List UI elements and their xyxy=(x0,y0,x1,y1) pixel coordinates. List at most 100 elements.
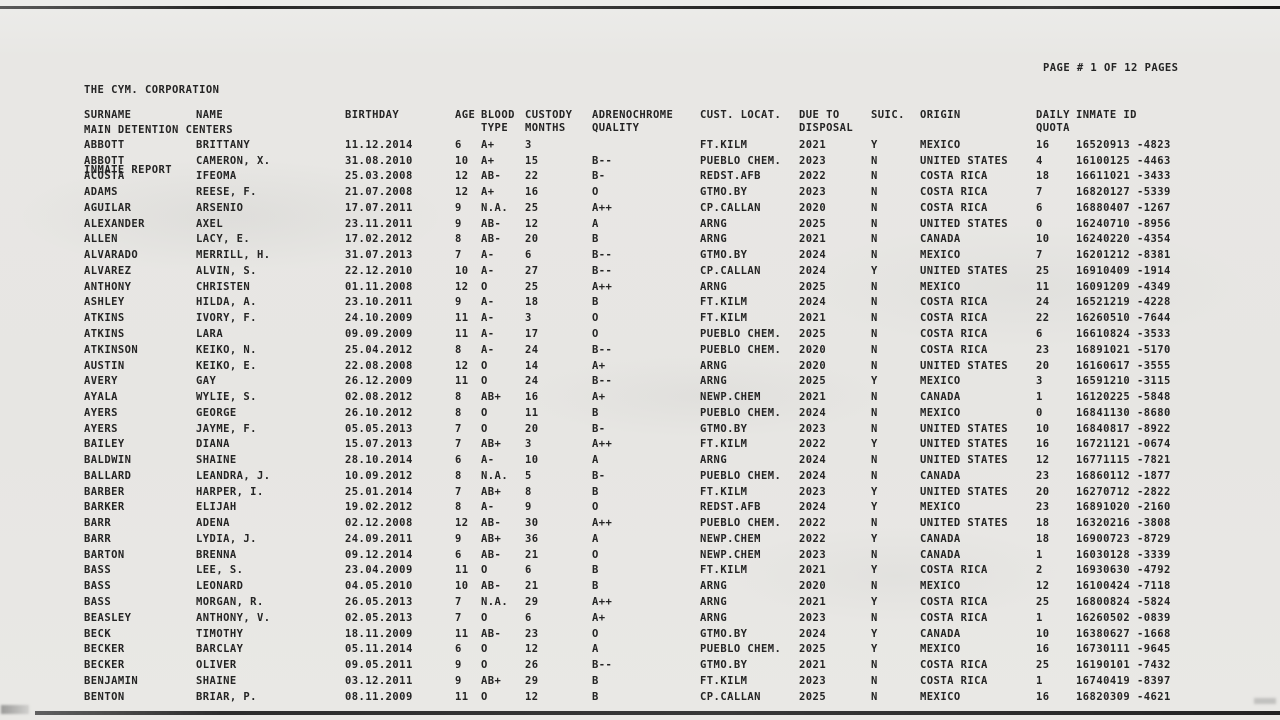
cell-custody-months: 6 xyxy=(525,611,532,624)
cell-blood-type: AB+ xyxy=(481,674,502,687)
cell-origin: CANADA xyxy=(920,233,961,246)
cell-cust-locat: ARNG xyxy=(700,217,728,230)
cell-daily-quota: 11 xyxy=(1036,280,1050,293)
cell-origin: COSTA RICA xyxy=(920,170,988,183)
cell-birthday: 25.04.2012 xyxy=(345,343,413,356)
table-row: ALLEN LACY, E. 17.02.2012 8 AB- 20 B ARNG 2021 N C… xyxy=(84,233,1274,249)
cell-custody-months: 24 xyxy=(525,375,539,388)
cell-due-to-disposal: 2022 xyxy=(799,532,827,545)
cell-origin: COSTA RICA xyxy=(920,201,988,214)
cell-blood-type: AB+ xyxy=(481,438,502,451)
cell-inmate-id: 16240220 -4354 xyxy=(1076,233,1171,246)
cell-daily-quota: 1 xyxy=(1036,391,1043,404)
cell-adrenochrome-quality: B-- xyxy=(592,264,613,277)
cell-adrenochrome-quality: B-- xyxy=(592,249,613,262)
cell-adrenochrome-quality: A++ xyxy=(592,517,613,530)
table-row: AYALA WYLIE, S. 02.08.2012 8 AB+ 16 A+ NEWP.CHE… xyxy=(84,391,1274,407)
cell-blood-type: AB+ xyxy=(481,485,502,498)
cell-surname: BASS xyxy=(84,595,112,608)
cell-surname: BASS xyxy=(84,564,112,577)
cell-birthday: 11.12.2014 xyxy=(345,138,413,151)
cell-birthday: 22.12.2010 xyxy=(345,264,413,277)
column-header-surname: SURNAME xyxy=(84,109,132,121)
cell-adrenochrome-quality: B xyxy=(592,564,599,577)
cell-adrenochrome-quality: B xyxy=(592,406,599,419)
cell-due-to-disposal: 2021 xyxy=(799,233,827,246)
cell-due-to-disposal: 2021 xyxy=(799,138,827,151)
cell-inmate-id: 16840817 -8922 xyxy=(1076,422,1171,435)
cell-due-to-disposal: 2024 xyxy=(799,296,827,309)
cell-blood-type: N.A. xyxy=(481,595,509,608)
cell-suic: N xyxy=(871,186,878,199)
report-header: THE CYM. CORPORATION MAIN DETENTION CENT… xyxy=(84,57,233,204)
page-number: PAGE # 1 OF 12 PAGES xyxy=(1043,62,1179,74)
cell-origin: CANADA xyxy=(920,532,961,545)
cell-daily-quota: 7 xyxy=(1036,249,1043,262)
cell-birthday: 05.05.2013 xyxy=(345,422,413,435)
cell-origin: MEXICO xyxy=(920,280,961,293)
cell-adrenochrome-quality: A xyxy=(592,643,599,656)
cell-origin: CANADA xyxy=(920,391,961,404)
cell-custody-months: 17 xyxy=(525,327,539,340)
cell-birthday: 09.05.2011 xyxy=(345,659,413,672)
cell-surname: BECKER xyxy=(84,659,125,672)
cell-surname: AUSTIN xyxy=(84,359,125,372)
cell-inmate-id: 16610824 -3533 xyxy=(1076,327,1171,340)
cell-surname: AYALA xyxy=(84,391,118,404)
cell-suic: Y xyxy=(871,485,878,498)
cell-due-to-disposal: 2024 xyxy=(799,264,827,277)
cell-due-to-disposal: 2024 xyxy=(799,627,827,640)
cell-origin: UNITED STATES xyxy=(920,454,1009,467)
cell-name: LYDIA, J. xyxy=(196,532,257,545)
table-row: ALEXANDER AXEL 23.11.2011 9 AB- 12 A ARNG 2025 N U… xyxy=(84,218,1274,234)
cell-adrenochrome-quality: A++ xyxy=(592,595,613,608)
cell-cust-locat: ARNG xyxy=(700,375,728,388)
cell-origin: MEXICO xyxy=(920,580,961,593)
cell-age: 11 xyxy=(455,627,469,640)
cell-blood-type: A- xyxy=(481,327,495,340)
cell-custody-months: 11 xyxy=(525,406,539,419)
table-row: ATKINS LARA 09.09.2009 11 A- 17 O PUEBLO CHEM. 2… xyxy=(84,328,1274,344)
column-header-cust-locat: CUST. LOCAT. xyxy=(700,109,782,121)
cell-blood-type: A- xyxy=(481,343,495,356)
cell-inmate-id: 16860112 -1877 xyxy=(1076,469,1171,482)
cell-cust-locat: FT.KILM xyxy=(700,138,748,151)
cell-birthday: 25.01.2014 xyxy=(345,485,413,498)
cell-inmate-id: 16320216 -3808 xyxy=(1076,517,1171,530)
cell-age: 12 xyxy=(455,280,469,293)
table-header-line1: SURNAME NAME BIRTHDAY AGE BLOOD CUSTODY ADRENO… xyxy=(84,109,1274,122)
cell-birthday: 10.09.2012 xyxy=(345,469,413,482)
cell-suic: Y xyxy=(871,643,878,656)
cell-custody-months: 9 xyxy=(525,501,532,514)
cell-blood-type: O xyxy=(481,564,488,577)
cell-origin: UNITED STATES xyxy=(920,359,1009,372)
cell-inmate-id: 16260510 -7644 xyxy=(1076,312,1171,325)
cell-age: 6 xyxy=(455,138,462,151)
cell-origin: CANADA xyxy=(920,469,961,482)
cell-inmate-id: 16100424 -7118 xyxy=(1076,580,1171,593)
cell-suic: Y xyxy=(871,627,878,640)
cell-surname: ATKINSON xyxy=(84,343,139,356)
cell-age: 11 xyxy=(455,312,469,325)
cell-name: WYLIE, S. xyxy=(196,391,257,404)
cell-age: 7 xyxy=(455,422,462,435)
cell-birthday: 05.11.2014 xyxy=(345,643,413,656)
cell-suic: N xyxy=(871,548,878,561)
table-row: ALVAREZ ALVIN, S. 22.12.2010 10 A- 27 B-- CP.CA… xyxy=(84,265,1274,281)
cell-name: LACY, E. xyxy=(196,233,251,246)
cell-origin: COSTA RICA xyxy=(920,327,988,340)
column-header-birthday: BIRTHDAY xyxy=(345,109,400,121)
cell-daily-quota: 1 xyxy=(1036,611,1043,624)
table-header-line2: TYPE MONTHS QUALITY DISPOSAL QUOTA xyxy=(84,122,1274,135)
cell-cust-locat: NEWP.CHEM xyxy=(700,391,761,404)
cell-suic: Y xyxy=(871,532,878,545)
cell-adrenochrome-quality: O xyxy=(592,312,599,325)
cell-birthday: 19.02.2012 xyxy=(345,501,413,514)
cell-age: 12 xyxy=(455,170,469,183)
cell-suic: N xyxy=(871,233,878,246)
cell-suic: N xyxy=(871,201,878,214)
cell-inmate-id: 16900723 -8729 xyxy=(1076,532,1171,545)
table-row: AVERY GAY 26.12.2009 11 O 24 B-- ARNG 2025 Y MEXIC… xyxy=(84,375,1274,391)
table-row: ASHLEY HILDA, A. 23.10.2011 9 A- 18 B FT.KILM 20… xyxy=(84,296,1274,312)
cell-inmate-id: 16800824 -5824 xyxy=(1076,595,1171,608)
